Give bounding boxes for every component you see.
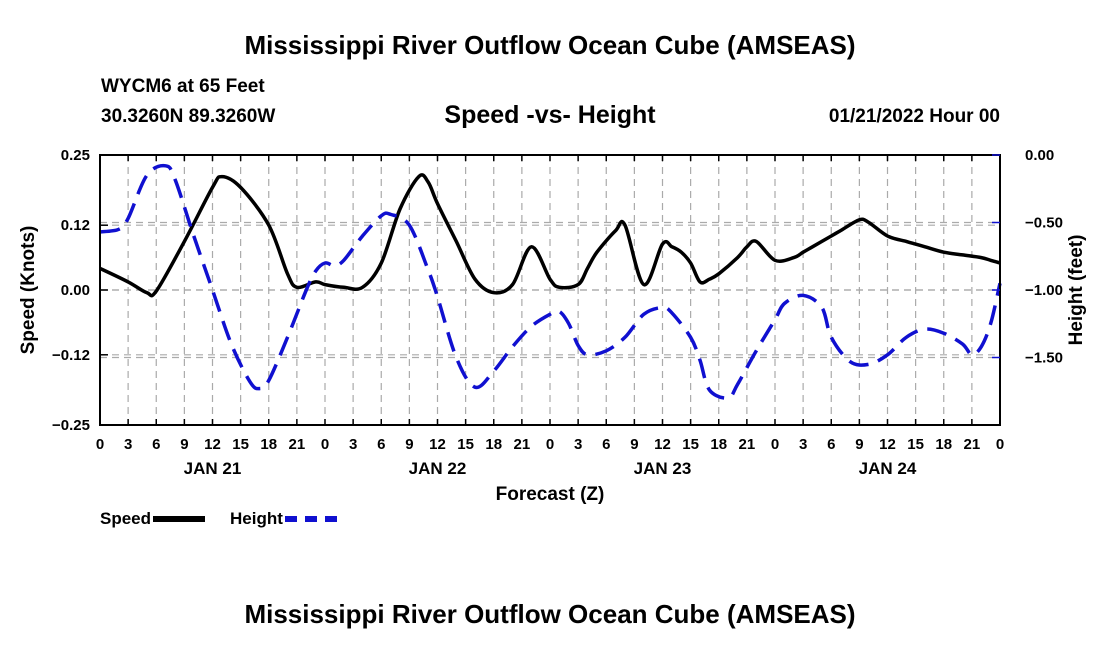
legend-height: Height — [230, 509, 337, 529]
y-axis-left-title: Speed (Knots) — [18, 226, 39, 355]
x-tick-label: 3 — [124, 436, 132, 453]
x-tick-label: 3 — [799, 436, 807, 453]
x-tick-label: 15 — [682, 436, 699, 453]
x-tick-label: 0 — [321, 436, 329, 453]
main-title: Mississippi River Outflow Ocean Cube (AM… — [244, 30, 856, 60]
x-tick-label: 18 — [485, 436, 502, 453]
y-left-tick-label: 0.00 — [61, 282, 90, 299]
grid-layer — [100, 155, 1000, 425]
x-axis-title: Forecast (Z) — [496, 484, 605, 505]
x-tick-label: 21 — [739, 436, 756, 453]
x-tick-label: 9 — [630, 436, 638, 453]
date-label: JAN 23 — [634, 459, 692, 478]
x-tick-label: 6 — [827, 436, 835, 453]
x-tick-label: 12 — [654, 436, 671, 453]
y-left-tick-label: −0.12 — [52, 347, 90, 364]
x-tick-label: 12 — [204, 436, 221, 453]
date-label: JAN 21 — [184, 459, 242, 478]
speed-series-line — [99, 173, 1001, 298]
x-tick-label: 21 — [289, 436, 306, 453]
y-right-tick-label: −0.50 — [1025, 215, 1063, 232]
legend-speed: Speed — [100, 509, 206, 529]
x-tick-label: 15 — [457, 436, 474, 453]
x-tick-label: 21 — [964, 436, 981, 453]
x-tick-label: 0 — [996, 436, 1004, 453]
x-tick-label: 0 — [96, 436, 104, 453]
x-tick-label: 0 — [546, 436, 554, 453]
x-tick-label: 15 — [907, 436, 924, 453]
y-left-tick-label: 0.12 — [61, 217, 90, 234]
legend-speed-label: Speed — [100, 509, 152, 528]
x-tick-label: 0 — [771, 436, 779, 453]
x-tick-label: 9 — [180, 436, 188, 453]
y-left-tick-label: −0.25 — [52, 417, 90, 434]
x-tick-label: 3 — [349, 436, 357, 453]
series-layer — [99, 163, 1002, 400]
x-tick-label: 9 — [855, 436, 863, 453]
y-right-tick-label: −1.50 — [1025, 350, 1063, 367]
x-tick-label: 12 — [429, 436, 446, 453]
legend-height-label: Height — [230, 509, 283, 528]
chart-title: Speed -vs- Height — [444, 101, 656, 129]
y-right-tick-label: 0.00 — [1025, 147, 1054, 164]
bottom-title: Mississippi River Outflow Ocean Cube (AM… — [244, 599, 856, 629]
x-tick-label: 18 — [710, 436, 727, 453]
x-tick-label: 6 — [602, 436, 610, 453]
x-tick-label: 6 — [377, 436, 385, 453]
x-tick-label: 9 — [405, 436, 413, 453]
y-right-tick-label: −1.00 — [1025, 282, 1063, 299]
coordinates-label: 30.3260N 89.3260W — [101, 106, 276, 127]
x-tick-label: 6 — [152, 436, 160, 453]
y-axis-right-title: Height (feet) — [1066, 235, 1087, 346]
axis-layer: 0 3 6 9 12 15 18 21 0 3 6 9 12 15 18 21 0 3 6 9 12 15 18 21 0 3 6 9… — [52, 147, 1063, 478]
x-tick-label: 15 — [232, 436, 249, 453]
y-left-tick-label: 0.25 — [61, 147, 90, 164]
date-label: JAN 24 — [859, 459, 917, 478]
height-series-line — [99, 163, 1002, 400]
station-label: WYCM6 at 65 Feet — [101, 76, 265, 97]
legend-height-swatch — [284, 516, 337, 522]
legend-speed-swatch — [153, 516, 206, 522]
x-tick-label: 3 — [574, 436, 582, 453]
x-tick-label: 18 — [935, 436, 952, 453]
run-time-label: 01/21/2022 Hour 00 — [828, 106, 1000, 127]
x-tick-label: 21 — [514, 436, 531, 453]
x-tick-label: 18 — [260, 436, 277, 453]
date-label: JAN 22 — [409, 459, 467, 478]
x-tick-label: 12 — [879, 436, 896, 453]
